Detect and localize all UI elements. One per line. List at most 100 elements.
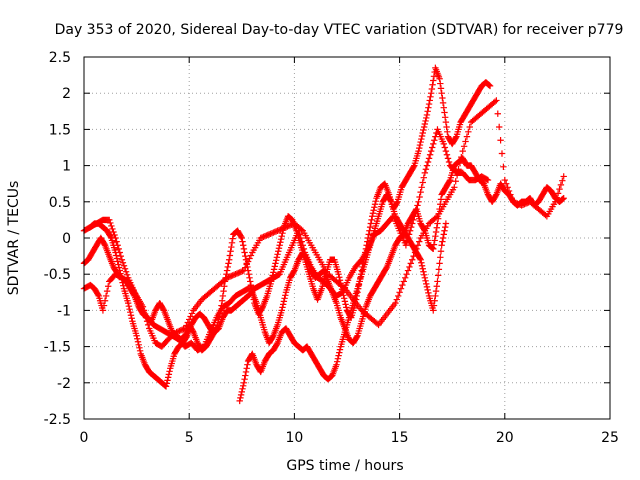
data-point [124,299,132,307]
data-point [340,292,347,299]
data-point [452,178,459,185]
data-point [456,159,464,167]
data-points [80,64,567,405]
data-point [339,289,346,296]
data-point [244,361,251,368]
data-point [164,374,172,381]
data-point [340,295,348,302]
data-point [486,82,494,90]
data-point [414,202,421,209]
data-point [416,255,424,262]
data-point [507,191,514,198]
x-tick-label: 15 [391,430,409,446]
data-point [113,252,120,259]
data-point [214,322,221,329]
data-point [188,310,196,317]
data-point [128,315,135,322]
data-point [383,264,390,272]
data-point [430,307,437,314]
data-point [120,262,128,269]
data-point [127,309,134,316]
x-tick-label: 25 [601,430,619,446]
data-point [466,123,473,131]
data-point [112,249,119,256]
data-point [361,252,368,260]
data-point [451,184,458,191]
data-point [397,285,405,292]
data-point [342,301,349,308]
data-point [553,194,560,201]
data-point [268,275,276,282]
series-track-d [236,191,450,405]
data-point [514,200,521,207]
data-point [99,307,107,314]
data-point [113,238,120,245]
data-point [213,325,220,332]
data-point [228,272,235,280]
data-point [336,346,344,353]
x-tick-label: 0 [80,430,89,446]
data-point [277,239,284,246]
data-point [560,173,567,180]
data-point [430,77,437,84]
data-point [423,162,431,169]
data-point [419,129,426,137]
data-point [242,256,250,263]
data-point [424,286,431,294]
data-point [400,278,408,285]
data-point [236,397,243,405]
y-axis-label: SDTVAR / TECUs [6,181,22,296]
data-point [430,241,438,248]
data-point [120,282,127,289]
data-point [226,252,234,259]
data-point [416,193,423,201]
data-point [369,213,376,220]
data-point [430,245,437,253]
data-point [113,255,121,262]
data-point [429,81,436,88]
data-point [143,318,151,325]
data-point [276,242,283,249]
y-tick-label: -1.5 [44,340,71,356]
data-point [453,172,461,179]
data-point [107,219,114,227]
data-point [269,272,276,279]
data-point [430,140,437,148]
data-point [354,289,361,296]
data-point [336,277,344,284]
data-point [515,201,523,208]
data-point [367,220,375,227]
data-point [433,283,440,290]
data-point [414,242,422,249]
data-point [426,151,434,158]
data-point [372,197,379,205]
data-point [442,147,450,155]
data-point [552,198,559,205]
data-point [363,242,370,249]
data-point [431,137,438,144]
data-point [263,232,270,239]
data-point [494,110,501,117]
data-point [218,297,226,304]
data-point [126,305,133,313]
data-point [437,85,445,92]
data-point [119,259,127,266]
data-point [177,327,184,334]
data-point [211,326,219,333]
data-point [392,299,399,307]
data-point [337,280,344,287]
data-point [216,310,224,317]
data-point [431,297,438,304]
data-point [422,166,430,173]
data-point [101,240,108,248]
data-point [365,231,372,238]
data-point [431,237,438,244]
data-point [353,292,361,300]
data-point [270,266,278,273]
data-point [267,230,274,237]
data-point [432,228,440,236]
data-point [418,184,425,191]
data-point [220,287,227,295]
data-point [178,326,186,333]
data-point [133,332,140,339]
